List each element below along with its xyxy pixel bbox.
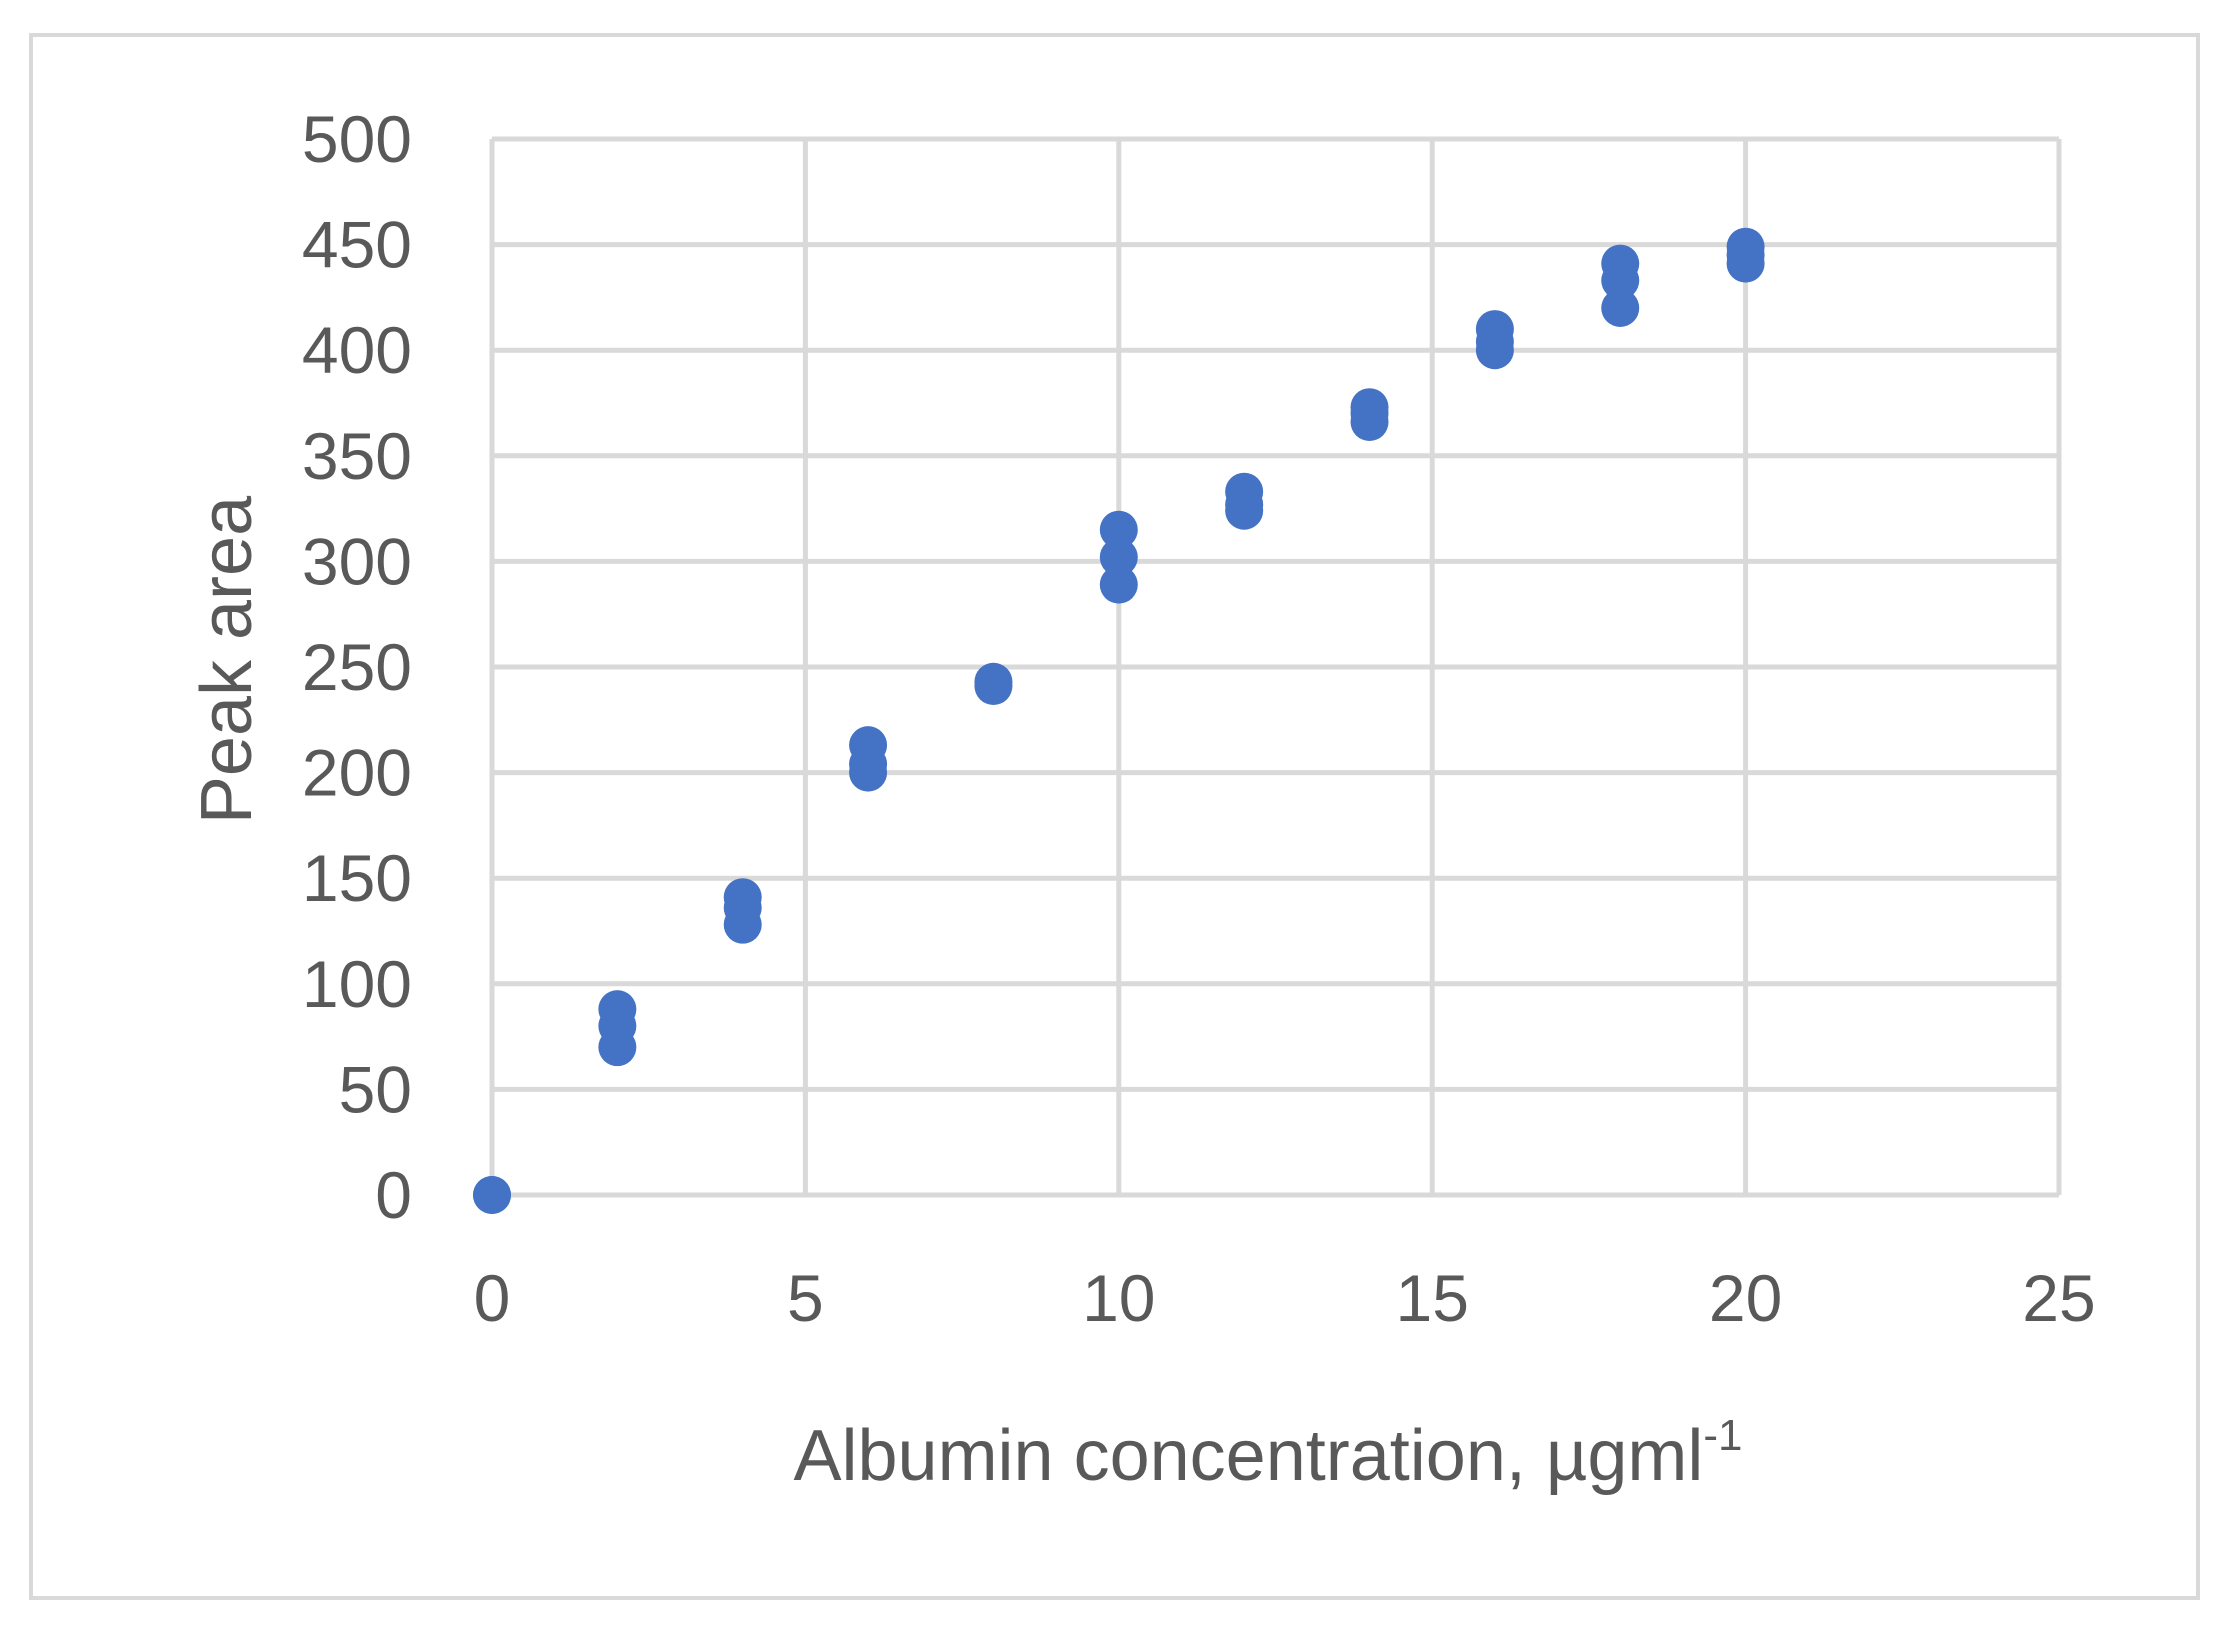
y-tick-label-5: 250 <box>302 630 412 704</box>
grid-layer <box>489 136 2062 1198</box>
y-tick-label-3: 150 <box>302 841 412 915</box>
data-points <box>473 227 1765 1214</box>
y-axis-title: Peak area <box>187 495 267 824</box>
x-tick-label-5: 25 <box>2022 1261 2095 1335</box>
data-point-0-7 <box>723 878 762 917</box>
chart-frame: 0 50 100 150 200 250 300 350 400 450 500 0 5 10 15 20 25… <box>29 33 2200 1600</box>
data-point-0-1 <box>473 1176 511 1214</box>
x-tick-label-0: 0 <box>474 1261 511 1335</box>
x-axis-title-superscript: -1 <box>1703 1411 1742 1460</box>
y-tick-label-6: 300 <box>302 524 412 598</box>
x-tick-label-1: 5 <box>787 1261 824 1335</box>
tick-labels: 0 50 100 150 200 250 300 350 400 450 500 0 5 10 15 20 25 <box>302 102 2096 1335</box>
data-point-0-25 <box>1601 288 1640 327</box>
data-point-0-13 <box>1099 565 1138 604</box>
data-point-0-30 <box>1726 227 1765 266</box>
y-tick-label-8: 400 <box>302 313 412 387</box>
y-tick-label-7: 350 <box>302 419 412 493</box>
data-point-0-18 <box>1225 472 1264 511</box>
data-point-0-15 <box>1099 510 1138 549</box>
y-tick-label-10: 500 <box>302 102 412 176</box>
data-point-0-12 <box>974 662 1013 701</box>
x-tick-label-3: 15 <box>1395 1261 1468 1335</box>
y-tick-label-2: 100 <box>302 947 412 1021</box>
x-tick-label-4: 20 <box>1709 1261 1782 1335</box>
data-point-0-10 <box>849 726 888 765</box>
data-point-0-21 <box>1350 388 1389 427</box>
y-tick-label-0: 0 <box>375 1158 412 1232</box>
scatter-chart: 0 50 100 150 200 250 300 350 400 450 500 0 5 10 15 20 25… <box>187 102 2096 1496</box>
data-point-0-14 <box>1099 538 1138 577</box>
x-tick-label-2: 10 <box>1082 1261 1155 1335</box>
y-tick-label-1: 50 <box>339 1052 412 1126</box>
data-point-0-27 <box>1601 244 1640 283</box>
data-point-0-24 <box>1475 310 1514 349</box>
y-tick-label-4: 200 <box>302 736 412 810</box>
data-point-0-4 <box>598 990 637 1029</box>
y-tick-label-9: 450 <box>302 208 412 282</box>
x-axis-title: Albumin concentration, µgml-1 <box>793 1411 1742 1496</box>
